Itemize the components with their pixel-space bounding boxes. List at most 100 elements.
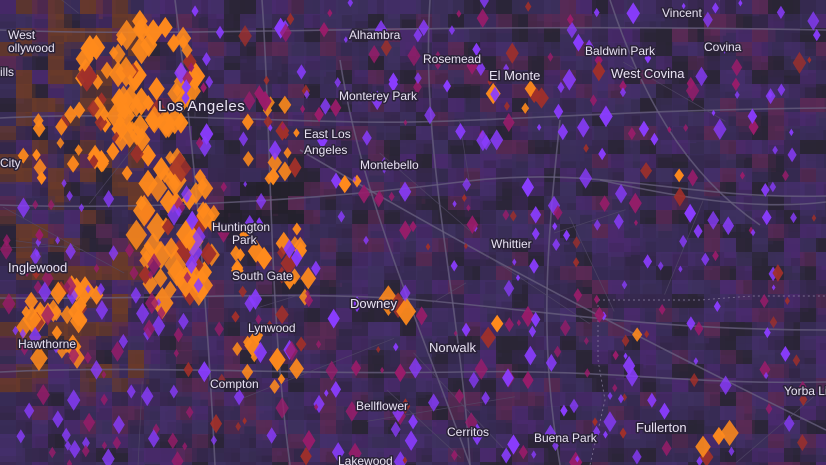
diamond-marker (197, 177, 208, 193)
diamond-marker (617, 393, 624, 404)
diamond-marker (640, 162, 653, 180)
choropleth-cell (96, 168, 115, 186)
choropleth-cell (80, 196, 97, 214)
choropleth-cell (528, 462, 550, 465)
diamond-marker (376, 345, 381, 353)
diamond-marker (66, 459, 73, 465)
diamond-marker (789, 128, 794, 137)
diamond-marker (235, 421, 242, 432)
diamond-marker (181, 185, 193, 204)
place-label-huntington-park-2: Park (232, 233, 258, 247)
diamond-marker (560, 319, 571, 337)
diamond-marker (24, 402, 35, 419)
diamond-marker (702, 11, 713, 28)
diamond-marker (323, 389, 329, 397)
diamond-marker (142, 95, 154, 112)
diamond-marker (268, 140, 282, 161)
diamond-marker (147, 253, 161, 276)
diamond-marker (593, 294, 600, 305)
diamond-marker (501, 447, 512, 464)
diamond-marker (797, 434, 808, 452)
choropleth-cell (672, 462, 689, 465)
diamond-marker (476, 8, 489, 28)
choropleth-cell (784, 196, 802, 211)
minor-road (481, 251, 590, 325)
diamond-marker (398, 181, 412, 202)
choropleth-cell (304, 336, 326, 354)
diamond-marker (101, 370, 107, 379)
diamond-marker (739, 171, 745, 180)
diamond-marker (47, 199, 55, 211)
choropleth-cell (272, 0, 292, 17)
minor-road (257, 293, 305, 309)
choropleth-cell (112, 448, 133, 465)
diamond-marker (462, 177, 471, 192)
diamond-marker (403, 119, 408, 126)
diamond-marker (451, 449, 458, 461)
choropleth-cell (192, 420, 209, 435)
diamond-marker (490, 314, 504, 333)
diamond-marker (244, 294, 256, 313)
diamond-marker (547, 195, 561, 216)
diamond-marker (657, 261, 664, 271)
diamond-marker (188, 62, 195, 73)
diamond-marker (83, 412, 96, 433)
diamond-marker (52, 343, 60, 354)
diamond-marker (553, 205, 563, 221)
diamond-marker (165, 106, 185, 135)
diamond-marker (734, 90, 740, 99)
diamond-marker (722, 216, 735, 236)
diamond-marker (202, 52, 211, 67)
diamond-marker (413, 79, 422, 95)
diamond-marker (592, 60, 606, 82)
diamond-marker (552, 440, 559, 452)
diamond-marker (288, 268, 301, 285)
diamond-marker (171, 451, 184, 465)
diamond-marker (592, 425, 601, 439)
diamond-marker (220, 181, 227, 193)
diamond-marker (131, 114, 149, 139)
choropleth-cell (576, 224, 598, 241)
diamond-marker (233, 388, 245, 406)
choropleth-cell (192, 462, 213, 465)
diamond-marker (196, 202, 216, 230)
diamond-marker (750, 228, 756, 237)
diamond-marker (277, 246, 287, 260)
choropleth-cell (16, 14, 35, 32)
diamond-marker (268, 347, 286, 372)
diamond-marker (311, 260, 321, 277)
choropleth-cell (16, 98, 37, 114)
choropleth-cell (816, 238, 826, 259)
diamond-marker (96, 282, 105, 296)
choropleth-cell (688, 182, 706, 201)
diamond-marker (61, 178, 67, 188)
diamond-marker (111, 116, 129, 142)
choropleth-cell (304, 140, 323, 155)
diamond-marker (263, 115, 273, 129)
diamond-marker (173, 348, 179, 358)
choropleth-cell (800, 70, 820, 88)
choropleth-cell (368, 70, 389, 86)
choropleth-cell (432, 154, 452, 169)
choropleth-cell (432, 420, 450, 435)
diamond-marker (89, 154, 99, 169)
choropleth-cell (352, 392, 374, 410)
place-label-hawthorne: Hawthorne (18, 337, 76, 351)
choropleth-cell (160, 406, 181, 422)
road (339, 59, 471, 465)
choropleth-cell (576, 420, 597, 438)
diamond-marker (728, 446, 735, 457)
choropleth-cell (752, 98, 773, 116)
diamond-marker (313, 394, 325, 414)
diamond-marker (407, 45, 421, 67)
choropleth-cell (416, 70, 436, 88)
choropleth-cell (304, 154, 326, 172)
diamond-marker (783, 414, 795, 433)
diamond-marker (275, 231, 292, 255)
diamond-marker (390, 421, 401, 438)
diamond-marker (90, 360, 103, 380)
diamond-marker (711, 2, 719, 14)
diamond-marker (503, 63, 510, 74)
minor-road (379, 152, 470, 231)
